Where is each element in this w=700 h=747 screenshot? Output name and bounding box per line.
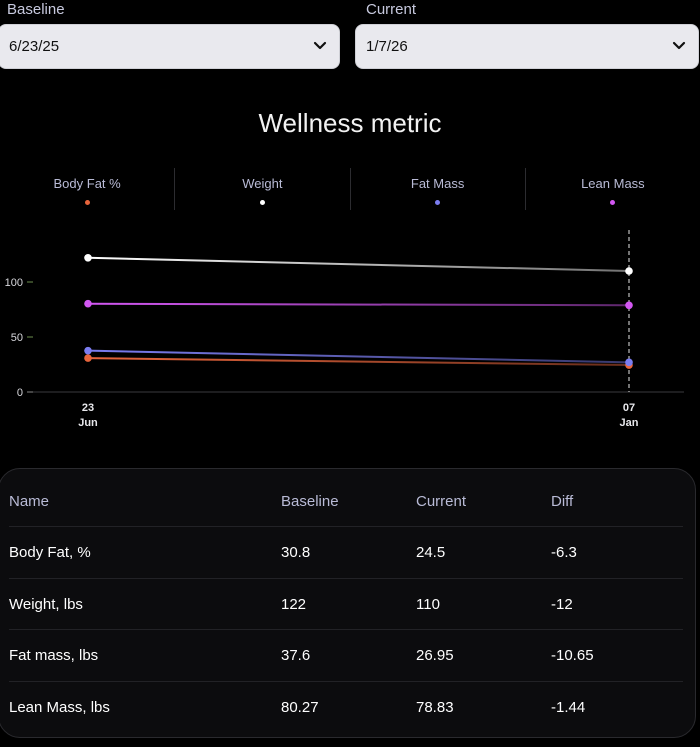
baseline-label: Baseline [7, 1, 65, 18]
chart-legend: Body Fat % Weight Fat Mass Lean Mass [0, 168, 700, 210]
chevron-down-icon [313, 41, 327, 50]
legend-label: Lean Mass [581, 176, 645, 191]
table-row: Lean Mass, lbs 80.27 78.83 -1.44 [9, 681, 683, 733]
header-name: Name [9, 493, 50, 510]
table-header-row: Name Baseline Current Diff [9, 475, 683, 527]
baseline-select[interactable]: 6/23/25 [0, 24, 340, 69]
header-current: Current [416, 493, 467, 510]
data-point [625, 267, 633, 275]
series-line-fat-mass [87, 349, 630, 364]
cell-name: Weight, lbs [9, 596, 83, 613]
row-divider [9, 526, 683, 527]
legend-item-weight[interactable]: Weight [174, 168, 349, 210]
baseline-value: 6/23/25 [9, 38, 60, 55]
row-divider [9, 578, 683, 579]
cell-diff: -1.44 [551, 699, 586, 716]
row-divider [9, 629, 683, 630]
cell-baseline: 122 [281, 596, 307, 613]
cell-diff: -10.65 [551, 647, 594, 664]
current-label: Current [366, 1, 417, 18]
series-line-lean-mass [87, 302, 630, 307]
series-line-body-fat- [87, 357, 630, 367]
legend-label: Weight [242, 176, 283, 191]
y-tick-label: 100 [5, 277, 23, 289]
table-row: Body Fat, % 30.8 24.5 -6.3 [9, 526, 683, 578]
legend-dot [435, 200, 441, 205]
x-tick-day: 23 [82, 402, 94, 414]
chart-title: Wellness metric [258, 108, 442, 138]
data-point [84, 253, 92, 262]
table-row: Fat mass, lbs 37.6 26.95 -10.65 [9, 629, 683, 681]
data-point [84, 354, 92, 362]
data-point [84, 299, 92, 308]
legend-item-lean-mass[interactable]: Lean Mass [524, 168, 700, 210]
chevron-down-icon [672, 41, 686, 50]
table-row: Weight, lbs 122 110 -12 [9, 578, 683, 630]
header-diff: Diff [551, 493, 574, 510]
cell-baseline: 30.8 [281, 544, 311, 561]
legend-label: Body Fat % [53, 176, 121, 191]
data-point [625, 358, 633, 367]
cell-diff: -6.3 [551, 544, 577, 561]
header-baseline: Baseline [281, 493, 339, 510]
current-value: 1/7/26 [366, 38, 408, 55]
data-point [625, 301, 633, 310]
cell-name: Body Fat, % [9, 544, 91, 561]
legend-item-body-fat[interactable]: Body Fat % [0, 168, 174, 210]
legend-dot [259, 200, 265, 205]
cell-name: Lean Mass, lbs [9, 699, 110, 716]
cell-baseline: 37.6 [281, 647, 311, 664]
legend-dot [84, 200, 90, 205]
cell-name: Fat mass, lbs [9, 647, 99, 664]
legend-dot [610, 200, 616, 205]
x-tick-day: 07 [623, 402, 635, 414]
row-divider [9, 681, 683, 682]
x-tick-month: Jan [620, 417, 639, 429]
cell-baseline: 80.27 [281, 699, 319, 716]
data-point [84, 346, 92, 355]
y-tick-label: 50 [11, 332, 23, 344]
cell-diff: -12 [551, 596, 573, 613]
cell-current: 110 [416, 596, 440, 613]
legend-item-fat-mass[interactable]: Fat Mass [349, 168, 525, 210]
cell-current: 78.83 [416, 699, 454, 716]
series-line-weight [87, 256, 630, 272]
metrics-table: Name Baseline Current Diff Body Fat, % 3… [0, 468, 696, 738]
x-tick-month: Jun [78, 417, 98, 429]
cell-current: 24.5 [416, 544, 446, 561]
current-select[interactable]: 1/7/26 [355, 24, 699, 69]
legend-label: Fat Mass [410, 176, 465, 191]
line-chart: 0 50 100 23 Jun 07 Jan [5, 230, 684, 429]
y-tick-label: 0 [17, 387, 23, 399]
cell-current: 26.95 [416, 647, 454, 664]
